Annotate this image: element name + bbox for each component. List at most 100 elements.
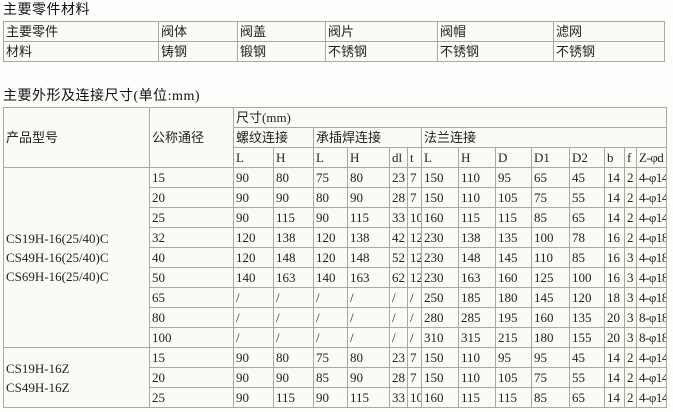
table-cell: 2 — [624, 347, 637, 368]
materials-material-row: 材料 铸钢 锻钢 不锈钢 不锈钢 不锈钢 — [3, 41, 665, 62]
table-cell: 90 — [233, 367, 274, 388]
table-cell: 10 — [407, 387, 422, 408]
table-cell: 250 — [421, 287, 459, 308]
table-cell: 62 — [389, 267, 408, 288]
table-cell: 100 — [531, 227, 570, 248]
table-cell: 120 — [313, 247, 348, 268]
table-cell: / — [407, 327, 422, 348]
column-header: L — [421, 147, 459, 168]
table-cell: 14 — [604, 167, 625, 188]
header-nominal-diameter: 公称通径 — [149, 107, 234, 168]
product-model: CS19H-16(25/40)C — [6, 231, 109, 246]
table-cell: 230 — [421, 227, 459, 248]
dimensions-table: 产品型号 公称通径 尺寸(mm) 螺纹连接 承插焊连接 法兰连接 L H L H… — [3, 107, 668, 408]
table-cell: 2 — [624, 367, 637, 388]
table-cell: 120 — [313, 227, 348, 248]
product-model-group-cell: CS19H-16Z CS49H-16Z — [3, 347, 150, 408]
table-cell: 138 — [458, 227, 496, 248]
material-row-label: 材料 — [3, 41, 159, 62]
nominal-diameter-cell: 32 — [149, 227, 234, 248]
table-cell: 14 — [604, 387, 625, 408]
table-cell: 90 — [313, 387, 348, 408]
table-cell: 85 — [531, 207, 570, 228]
table-cell: 3 — [624, 327, 637, 348]
table-cell: 148 — [347, 247, 390, 268]
nominal-diameter-cell: 15 — [149, 167, 234, 188]
table-cell: / — [389, 327, 408, 348]
table-cell: 23 — [389, 347, 408, 368]
column-header: Z-φd — [635, 147, 668, 168]
table-cell: 85 — [313, 367, 348, 388]
table-cell: 23 — [389, 167, 408, 188]
header-row-size: 产品型号 公称通径 尺寸(mm) — [3, 107, 668, 168]
table-cell: / — [407, 307, 422, 328]
table-cell: 16 — [604, 227, 625, 248]
header-flange-connection: 法兰连接 — [420, 127, 668, 148]
table-cell: 75 — [313, 167, 348, 188]
table-cell: 163 — [347, 267, 390, 288]
table-cell: 75 — [531, 187, 570, 208]
table-cell: 80 — [313, 187, 348, 208]
table-cell: 160 — [421, 207, 459, 228]
table-cell: / — [233, 307, 274, 328]
table-cell: 120 — [233, 227, 274, 248]
table-cell: 4-φ14 — [635, 387, 668, 408]
nominal-diameter-cell: 80 — [149, 307, 234, 328]
table-cell: 2 — [624, 227, 637, 248]
table-cell: 4-φ14 — [635, 187, 668, 208]
table-cell: 4-φ18 — [635, 287, 668, 308]
table-cell: 90 — [233, 187, 274, 208]
table-cell: / — [389, 287, 408, 308]
table-cell: 180 — [495, 287, 532, 308]
table-cell: 14 — [604, 207, 625, 228]
table-cell: 215 — [495, 327, 532, 348]
table-row: 25 90 115 90 115 33 10 160 115 115 85 65… — [4, 207, 668, 228]
table-cell: 4-φ18 — [635, 247, 668, 268]
table-cell: 90 — [347, 187, 390, 208]
table-cell: 20 — [604, 327, 625, 348]
table-cell: 90 — [347, 367, 390, 388]
table-cell: 80 — [273, 167, 314, 188]
table-cell: 4-φ18 — [635, 267, 668, 288]
table-cell: 140 — [313, 267, 348, 288]
table-cell: 310 — [421, 327, 459, 348]
table-cell: 45 — [569, 347, 605, 368]
column-header: b — [604, 147, 625, 168]
table-cell: 65 — [569, 387, 605, 408]
table-cell: / — [313, 307, 348, 328]
product-model: CS19H-16Z — [6, 360, 70, 376]
table-cell: 115 — [273, 207, 314, 228]
table-cell: / — [273, 327, 314, 348]
table-cell: 125 — [531, 267, 570, 288]
table-cell: 不锈钢 — [437, 41, 554, 62]
table-cell: 3 — [624, 287, 637, 308]
table-cell: 120 — [569, 287, 605, 308]
table-cell: 20 — [604, 307, 625, 328]
table-row: 100 / / / / / / 310 315 215 180 155 20 3… — [4, 327, 668, 348]
table-row: CS19H-16Z CS49H-16Z 15 90 80 75 80 23 7 … — [3, 347, 668, 408]
table-cell: 阀盖 — [237, 21, 326, 42]
table-cell: 14 — [604, 347, 625, 368]
table-cell: 180 — [531, 327, 570, 348]
table-cell: 12 — [407, 267, 422, 288]
table-cell: 2 — [624, 167, 637, 188]
table-cell: 7 — [407, 187, 422, 208]
column-header: L — [313, 147, 348, 168]
table-cell: 185 — [458, 287, 496, 308]
table-cell: / — [273, 307, 314, 328]
table-cell: 滤网 — [553, 21, 665, 42]
table-cell: 16 — [604, 267, 625, 288]
table-cell: 75 — [313, 347, 348, 368]
header-row-connection-types: 螺纹连接 承插焊连接 法兰连接 — [4, 127, 668, 148]
dimensions-section-title: 主要外形及连接尺寸(单位:mm) — [3, 89, 200, 104]
table-cell: 80 — [273, 347, 314, 368]
table-cell: 105 — [495, 367, 532, 388]
table-cell: 33 — [389, 207, 408, 228]
product-model: CS69H-16(25/40)C — [6, 269, 109, 284]
table-cell: 285 — [458, 307, 496, 328]
table-cell: / — [347, 287, 390, 308]
nominal-diameter-cell: 40 — [149, 247, 234, 268]
table-cell: / — [407, 287, 422, 308]
table-cell: / — [233, 287, 274, 308]
table-cell: 135 — [495, 227, 532, 248]
